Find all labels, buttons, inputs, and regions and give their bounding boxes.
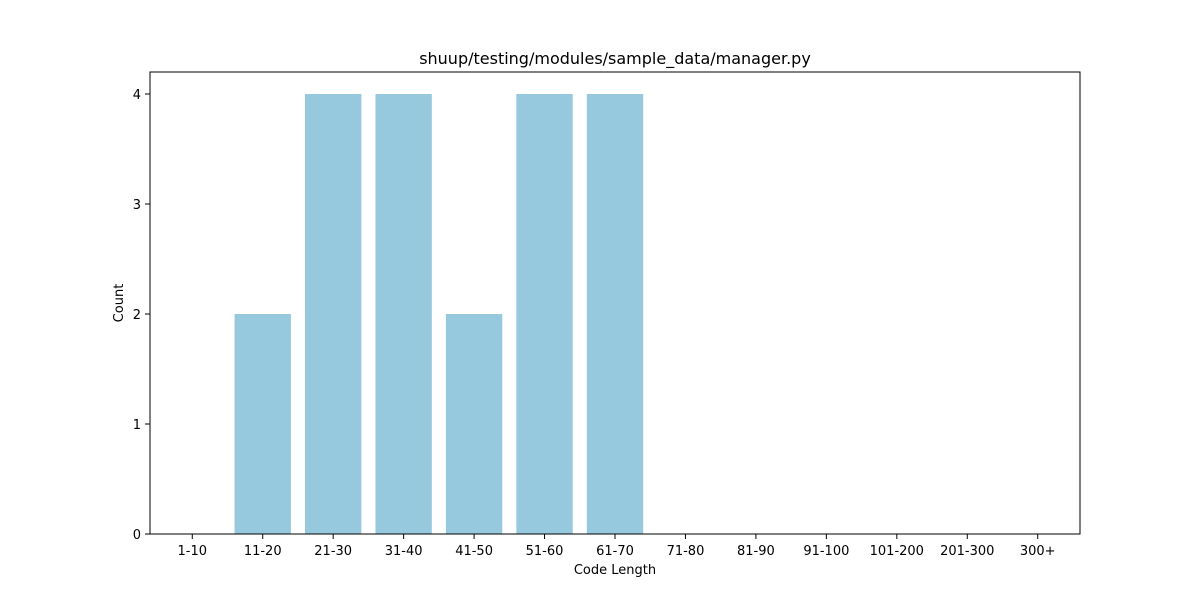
x-tick-label: 201-300	[940, 544, 994, 559]
x-axis-ticks: 1-10 11-20 21-30 31-40 41-50 51-60 61-70 71-80 8…	[178, 534, 1056, 559]
bar-51-60	[516, 94, 573, 534]
x-tick-label: 81-90	[737, 544, 775, 559]
x-tick-label: 11-20	[244, 544, 282, 559]
x-tick-label: 101-200	[870, 544, 924, 559]
x-tick-label: 51-60	[526, 544, 564, 559]
bar-41-50	[445, 314, 503, 534]
y-tick-label: 3	[133, 198, 141, 213]
x-tick-label: 61-70	[596, 544, 634, 559]
y-tick-label: 4	[133, 88, 141, 103]
x-tick-label: 31-40	[385, 544, 423, 559]
x-tick-label: 1-10	[178, 544, 208, 559]
y-axis-ticks: 0 1 2 3 4	[133, 88, 150, 543]
x-tick-label: 300+	[1020, 544, 1056, 559]
x-tick-label: 91-100	[803, 544, 849, 559]
x-axis-label: Code Length	[574, 563, 656, 578]
bars-group	[234, 94, 644, 534]
y-tick-label: 2	[133, 308, 141, 323]
bar-61-70	[586, 94, 644, 534]
y-axis-label: Count	[112, 284, 127, 323]
chart-title: shuup/testing/modules/sample_data/manage…	[419, 49, 811, 69]
x-tick-label: 21-30	[314, 544, 352, 559]
x-tick-label: 71-80	[667, 544, 705, 559]
bar-31-40	[375, 94, 432, 534]
bar-11-20	[234, 314, 291, 534]
bar-21-30	[305, 94, 362, 534]
y-tick-label: 1	[133, 418, 141, 433]
y-tick-label: 0	[133, 528, 141, 543]
x-tick-label: 41-50	[455, 544, 493, 559]
